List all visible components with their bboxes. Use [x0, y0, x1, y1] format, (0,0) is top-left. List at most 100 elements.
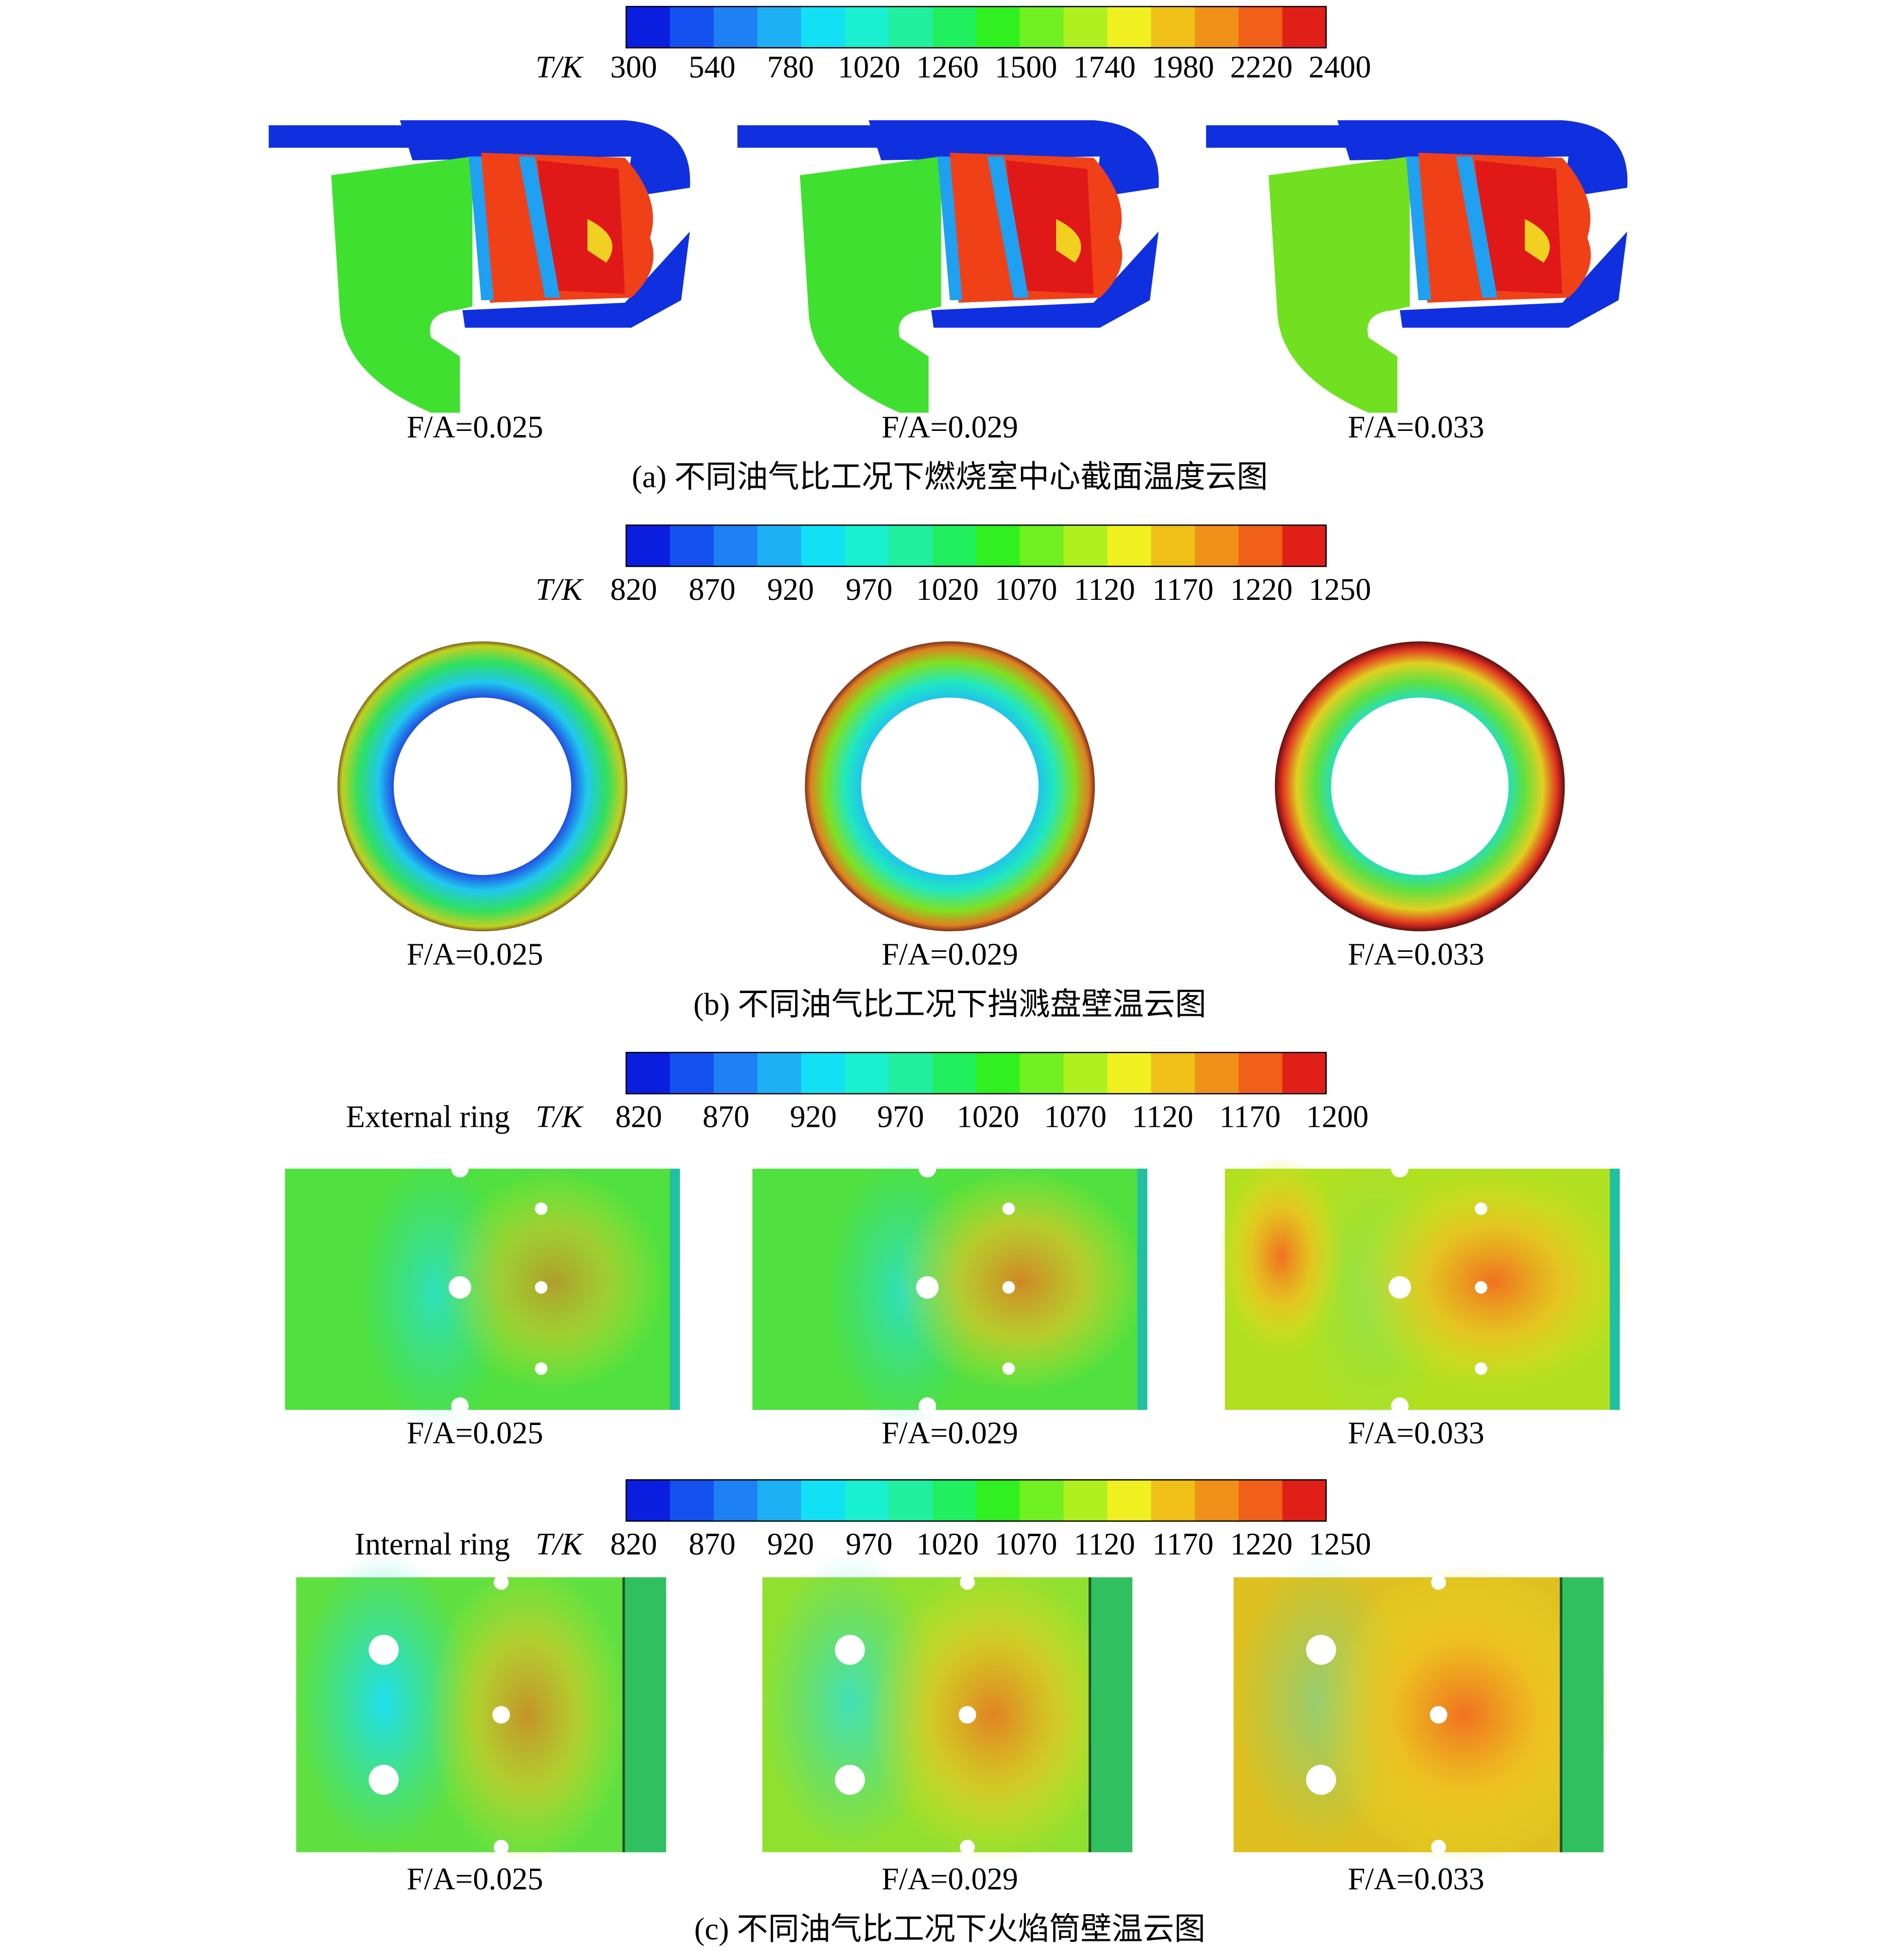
colorbar-block — [888, 1052, 933, 1094]
case-label: F/A=0.025 — [407, 1862, 544, 1897]
colorbar-block — [670, 1480, 715, 1522]
panel-edge — [670, 1169, 680, 1410]
colorbar-tick-label: 1220 — [1230, 1528, 1292, 1562]
colorbar-unit: T/K — [536, 1100, 584, 1134]
colorbar-block — [845, 525, 890, 567]
combustor-contour — [737, 120, 1159, 413]
case-label: F/A=0.033 — [1348, 1862, 1485, 1897]
ring-hole — [393, 697, 571, 875]
panel-edge — [1137, 1169, 1148, 1410]
inlet-pipe — [269, 125, 413, 148]
colorbar-tick-label: 1020 — [838, 50, 900, 84]
panel-hole — [535, 1362, 548, 1375]
colorbar-block — [1282, 7, 1327, 48]
case-label: F/A=0.025 — [407, 1416, 544, 1450]
colorbar-block — [1063, 1480, 1108, 1522]
panel-hole — [916, 1276, 939, 1299]
ring-hole — [861, 697, 1039, 875]
panel-hole — [493, 1574, 509, 1590]
colorbar-block — [888, 525, 933, 567]
colorbar-block — [1194, 525, 1240, 567]
panel-edge — [1609, 1169, 1620, 1410]
case-label: F/A=0.029 — [882, 1416, 1018, 1450]
hot-zone — [1219, 1156, 1344, 1357]
colorbar-block — [757, 525, 802, 567]
colorbar-tick-label: 2400 — [1309, 50, 1371, 84]
panel-hole — [1306, 1635, 1336, 1665]
mid-band — [587, 219, 613, 263]
colorbar-block — [1107, 7, 1152, 48]
colorbar-block — [932, 525, 977, 567]
colorbar-block — [1019, 525, 1065, 567]
colorbar-block — [845, 1480, 890, 1522]
panel-hole — [960, 1839, 975, 1855]
hot-zone — [441, 1169, 666, 1394]
casing — [1337, 120, 1628, 198]
colorbar-block — [714, 7, 758, 48]
inlet-pipe — [737, 125, 882, 148]
panel-edge — [1090, 1577, 1133, 1852]
colorbar-unit: T/K — [536, 50, 584, 84]
inlet-pipe — [1206, 125, 1350, 148]
colorbar-tick-label: 1020 — [957, 1100, 1019, 1134]
hot-zone — [869, 1565, 1119, 1865]
panel-hole — [1475, 1362, 1488, 1375]
panel-hole — [1002, 1202, 1015, 1215]
colorbar-block — [1107, 525, 1152, 567]
colorbar-frame — [625, 6, 1327, 49]
colorbar-tick-label: 1200 — [1306, 1100, 1368, 1134]
colorbar-tick-label: 920 — [790, 1100, 837, 1134]
colorbar-tick-label: 1020 — [916, 573, 979, 607]
colorbar-tick-label: 2220 — [1230, 50, 1292, 84]
colorbar-block — [757, 7, 802, 48]
colorbar-block — [1151, 525, 1196, 567]
colorbar-block — [670, 1052, 715, 1094]
colorbar-block — [670, 525, 715, 567]
colorbar-block — [1063, 525, 1108, 567]
hot-zone — [427, 1565, 628, 1865]
panel-hole — [1391, 1397, 1409, 1415]
panel-hole — [1475, 1202, 1488, 1215]
colorbar-tick-label: 1500 — [995, 50, 1057, 84]
mid-band — [1524, 219, 1550, 263]
panel-edge — [624, 1577, 666, 1852]
colorbar-block — [1238, 525, 1283, 567]
panel-hole — [535, 1281, 548, 1294]
colorbar-tick-label: 1170 — [1220, 1100, 1281, 1134]
panel-hole — [835, 1635, 865, 1665]
colorbar-block — [1194, 1480, 1240, 1522]
cool-film — [468, 156, 560, 301]
colorbar-tick-label: 1070 — [1044, 1100, 1106, 1134]
colorbar-block — [714, 1052, 758, 1094]
colorbar-block — [1151, 1480, 1196, 1522]
caption: (b) 不同油气比工况下挡溅盘壁温云图 — [694, 988, 1206, 1022]
panel-hole — [369, 1635, 399, 1665]
panel-hole — [918, 1160, 936, 1178]
hot-zone — [896, 1169, 1146, 1394]
colorbar-block — [976, 7, 1021, 48]
colorbar-block — [1151, 1052, 1196, 1094]
cool-film — [1406, 156, 1498, 301]
hot-zone — [1315, 1565, 1615, 1865]
panel-hole — [1430, 1706, 1447, 1724]
panel-hole — [1002, 1362, 1015, 1375]
colorbar-block — [1282, 1480, 1327, 1522]
colorbar-block — [1063, 7, 1108, 48]
colorbar-block — [670, 7, 715, 48]
panel-hole — [918, 1397, 936, 1415]
colorbar-tick-label: 1220 — [1230, 573, 1292, 607]
colorbar-tick-label: 1120 — [1074, 573, 1135, 607]
panel-hole — [1002, 1281, 1015, 1294]
colorbar-block — [626, 7, 671, 48]
plenum — [1268, 156, 1410, 413]
colorbar-block — [626, 525, 671, 567]
colorbar-block — [1151, 7, 1196, 48]
colorbar-unit: T/K — [536, 1528, 584, 1562]
casing — [869, 120, 1159, 198]
colorbar-block — [976, 525, 1021, 567]
colorbar-tick-label: 1170 — [1152, 573, 1214, 607]
colorbar-block — [757, 1052, 802, 1094]
caption: (c) 不同油气比工况下火焰筒壁温云图 — [695, 1912, 1205, 1946]
casing — [400, 120, 690, 198]
